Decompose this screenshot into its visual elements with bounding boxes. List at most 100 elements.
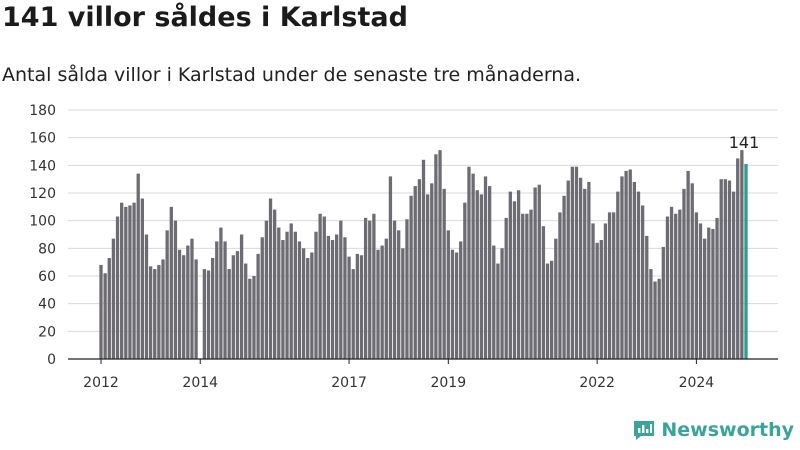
y-tick-label: 60: [38, 269, 56, 285]
bar: [239, 234, 244, 359]
bar: [252, 276, 256, 359]
bar: [227, 269, 231, 359]
bar: [330, 240, 335, 359]
bar: [215, 241, 219, 359]
bar: [694, 212, 699, 359]
bar: [223, 241, 227, 359]
bar: [144, 234, 149, 359]
bar: [529, 209, 533, 359]
bar: [347, 256, 351, 359]
bar: [219, 227, 223, 359]
bar: [632, 181, 637, 359]
bar: [438, 150, 442, 359]
bar: [541, 226, 546, 359]
bar: [657, 278, 661, 359]
bar: [703, 238, 707, 359]
bar: [740, 150, 744, 359]
bar: [731, 191, 736, 359]
bar: [545, 263, 550, 359]
bar: [570, 166, 574, 359]
bar: [401, 248, 405, 359]
bar: [430, 183, 434, 359]
bar: [574, 166, 579, 359]
bar: [99, 264, 103, 359]
y-tick-label: 160: [29, 131, 56, 147]
bar: [690, 183, 694, 359]
bar: [463, 202, 467, 359]
bar: [591, 223, 595, 359]
bar: [206, 270, 211, 359]
bar: [500, 248, 504, 359]
bar-latest: [744, 163, 748, 359]
bar: [521, 213, 525, 359]
bar: [636, 191, 641, 359]
bar: [715, 217, 719, 359]
latest-value-label: 141: [729, 133, 760, 152]
bar: [244, 263, 248, 359]
y-tick-label: 140: [29, 158, 56, 174]
bar: [335, 234, 339, 359]
bar: [157, 264, 161, 359]
bar: [736, 158, 740, 359]
bar: [607, 212, 612, 359]
bar: [595, 242, 599, 359]
bar: [161, 259, 165, 359]
bar: [653, 281, 657, 359]
bar: [488, 186, 492, 359]
bar: [616, 191, 620, 359]
bar: [140, 198, 144, 359]
bar: [186, 245, 190, 359]
bar: [128, 205, 132, 359]
bar: [578, 177, 583, 359]
x-tick-label: 2017: [331, 375, 367, 391]
bar: [165, 230, 169, 359]
bar: [583, 188, 587, 359]
bar: [504, 217, 508, 359]
bar: [624, 170, 628, 359]
bar: [314, 231, 318, 359]
bar: [516, 190, 521, 359]
chart-title: 141 villor såldes i Karlstad: [2, 2, 408, 33]
bar: [260, 237, 264, 359]
bar: [210, 258, 215, 359]
x-tick-label: 2019: [430, 375, 466, 391]
bar: [289, 223, 293, 359]
bar: [475, 190, 479, 359]
newsworthy-logo-icon: [634, 421, 655, 440]
bar: [169, 206, 173, 359]
bar: [343, 237, 347, 359]
y-tick-label: 100: [29, 214, 56, 230]
bar: [719, 179, 723, 359]
bar: [640, 205, 645, 359]
x-tick-label: 2024: [679, 375, 715, 391]
bar: [281, 240, 285, 359]
bar: [479, 194, 484, 359]
bar: [384, 238, 388, 359]
bar: [103, 273, 107, 359]
bar: [425, 194, 430, 359]
y-tick-label: 80: [38, 241, 56, 257]
bar: [727, 180, 732, 359]
bar: [587, 181, 591, 359]
bar: [603, 223, 608, 359]
bar: [674, 213, 678, 359]
bar: [645, 235, 649, 359]
bar: [723, 179, 727, 359]
bar: [669, 206, 674, 359]
bar: [148, 266, 153, 359]
bar: [173, 220, 178, 359]
bar: [612, 212, 616, 359]
bar: [620, 176, 624, 359]
bar: [525, 213, 529, 359]
bar: [686, 170, 690, 359]
bar: [707, 227, 711, 359]
bar: [459, 241, 463, 359]
bar: [306, 258, 310, 359]
bar: [454, 252, 459, 359]
bar: [359, 255, 364, 359]
bar: [533, 187, 537, 359]
bar: [301, 248, 306, 359]
y-tick-label: 40: [38, 297, 56, 313]
brand-name: Newsworthy: [661, 419, 794, 441]
bar: [111, 238, 116, 359]
